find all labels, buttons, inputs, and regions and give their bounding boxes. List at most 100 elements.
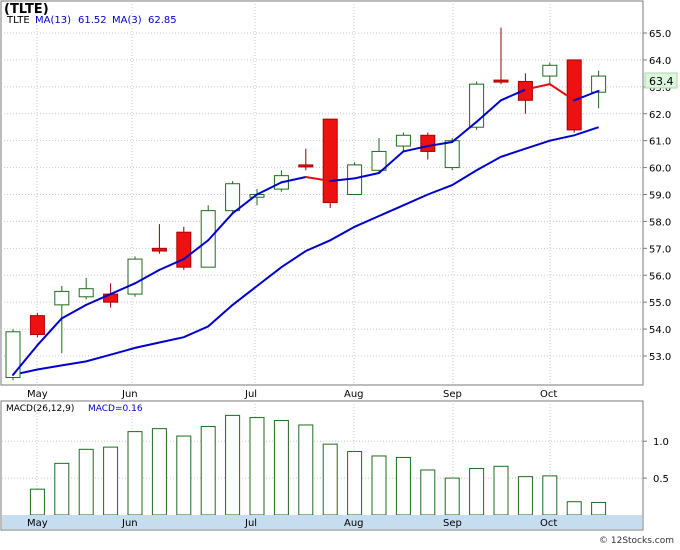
price-tick-label: 59.0 (649, 191, 671, 202)
candle (78, 277, 94, 300)
candle (322, 118, 338, 208)
price-x-label: Jul (244, 389, 257, 400)
candle (151, 224, 167, 254)
macd-bar (78, 448, 94, 516)
footer-credit: © 12Stocks.com (599, 536, 674, 546)
candle (225, 181, 241, 214)
price-x-label: Sep (443, 389, 462, 400)
price-tick-label: 62.0 (649, 110, 671, 121)
ma3-segment (158, 258, 185, 271)
macd-x-axis: May Jun Jul Aug Sep Oct (27, 518, 557, 529)
macd-bar (54, 462, 70, 516)
macd-tick-label: 0.5 (653, 474, 669, 485)
candle (176, 226, 192, 270)
macd-bar (322, 443, 338, 516)
candle (127, 256, 143, 297)
candle-body-down (29, 315, 45, 335)
ma3-segment (353, 171, 380, 180)
candle-body-up (371, 150, 387, 171)
candle-body-up (5, 331, 21, 379)
ma3-segment (182, 239, 210, 261)
price-tick-label: 58.0 (649, 217, 671, 228)
candle-body-down (151, 247, 167, 252)
macd-x-label: Sep (443, 518, 462, 529)
candle-body-up (542, 64, 558, 77)
price-tick-label: 53.0 (649, 352, 671, 363)
macd-bar (420, 469, 436, 516)
candle-body-down (322, 118, 338, 204)
macd-bar (151, 428, 167, 516)
candle-body-up (395, 134, 411, 147)
macd-bar (347, 451, 363, 516)
ma3-segment (256, 181, 283, 196)
macd-title: MACD(26,12,9) (6, 404, 74, 414)
macd-x-label: May (27, 518, 48, 529)
macd-bar (444, 477, 460, 516)
candle-body-up (469, 83, 485, 128)
price-x-label: Oct (540, 389, 557, 400)
macd-bar (176, 435, 192, 516)
macd-bar (469, 468, 485, 516)
candle-body-down (420, 134, 436, 152)
price-x-label: Aug (344, 389, 364, 400)
candle-body-down (493, 79, 509, 83)
candle-body-up (127, 258, 143, 295)
candle (371, 137, 387, 173)
price-x-label: Jun (121, 389, 138, 400)
macd-tick-label: 1.0 (653, 437, 669, 448)
ma3-segment (500, 88, 527, 102)
price-grid (1, 1, 643, 385)
price-tick-label: 61.0 (649, 137, 671, 148)
macd-bar (127, 431, 143, 516)
candle (29, 312, 45, 338)
macd-bar (29, 488, 45, 516)
ma3-segment (475, 99, 502, 123)
price-tick-label: 56.0 (649, 271, 671, 282)
ma13-line (12, 126, 599, 376)
price-panel (0, 0, 644, 386)
ma3-segment (207, 212, 234, 242)
ma3-segment (378, 150, 405, 174)
macd-bar (273, 420, 289, 516)
macd-bar (591, 501, 607, 516)
macd-bar (517, 476, 533, 516)
legend-ma13-label: MA(13) (35, 15, 71, 26)
ma3-segment (402, 145, 429, 153)
price-x-label: May (27, 389, 48, 400)
price-tag: 63.4 (649, 75, 674, 88)
candles (5, 27, 607, 381)
macd-bar (542, 475, 558, 516)
price-tick-label: 64.0 (649, 56, 671, 67)
price-tick-label: 54.0 (649, 325, 671, 336)
macd-bar (493, 465, 509, 516)
ma3-segment (109, 282, 136, 296)
ma3-segment (304, 176, 332, 183)
macd-bar (395, 456, 411, 516)
price-tag-box (644, 72, 678, 89)
ma3-segment (524, 83, 551, 91)
candle-body-up (444, 140, 460, 169)
ma3-segment (426, 141, 454, 148)
ma3-segment (329, 177, 356, 183)
ma3-segment (60, 303, 88, 320)
price-tick-label: 57.0 (649, 244, 671, 255)
legend-ticker: TLTE (6, 15, 30, 26)
macd-bar (200, 425, 216, 516)
macd-bar (371, 455, 387, 516)
macd-bar (566, 501, 582, 516)
macd-bar (298, 424, 314, 516)
macd-x-label: Jul (244, 518, 257, 529)
ma3-segment (548, 83, 576, 102)
ma3-segment (85, 293, 112, 306)
ma3-segment (280, 176, 307, 184)
macd-x-strip (2, 515, 642, 529)
candle (298, 148, 314, 171)
macd-y-axis: 0.5 1.0 (643, 437, 669, 485)
ma3-segment (12, 344, 39, 376)
macd-bar (249, 417, 265, 516)
candle-body-down (176, 231, 192, 268)
candle (444, 137, 460, 171)
ma3-segment (134, 268, 161, 285)
ma3-line (12, 83, 600, 376)
